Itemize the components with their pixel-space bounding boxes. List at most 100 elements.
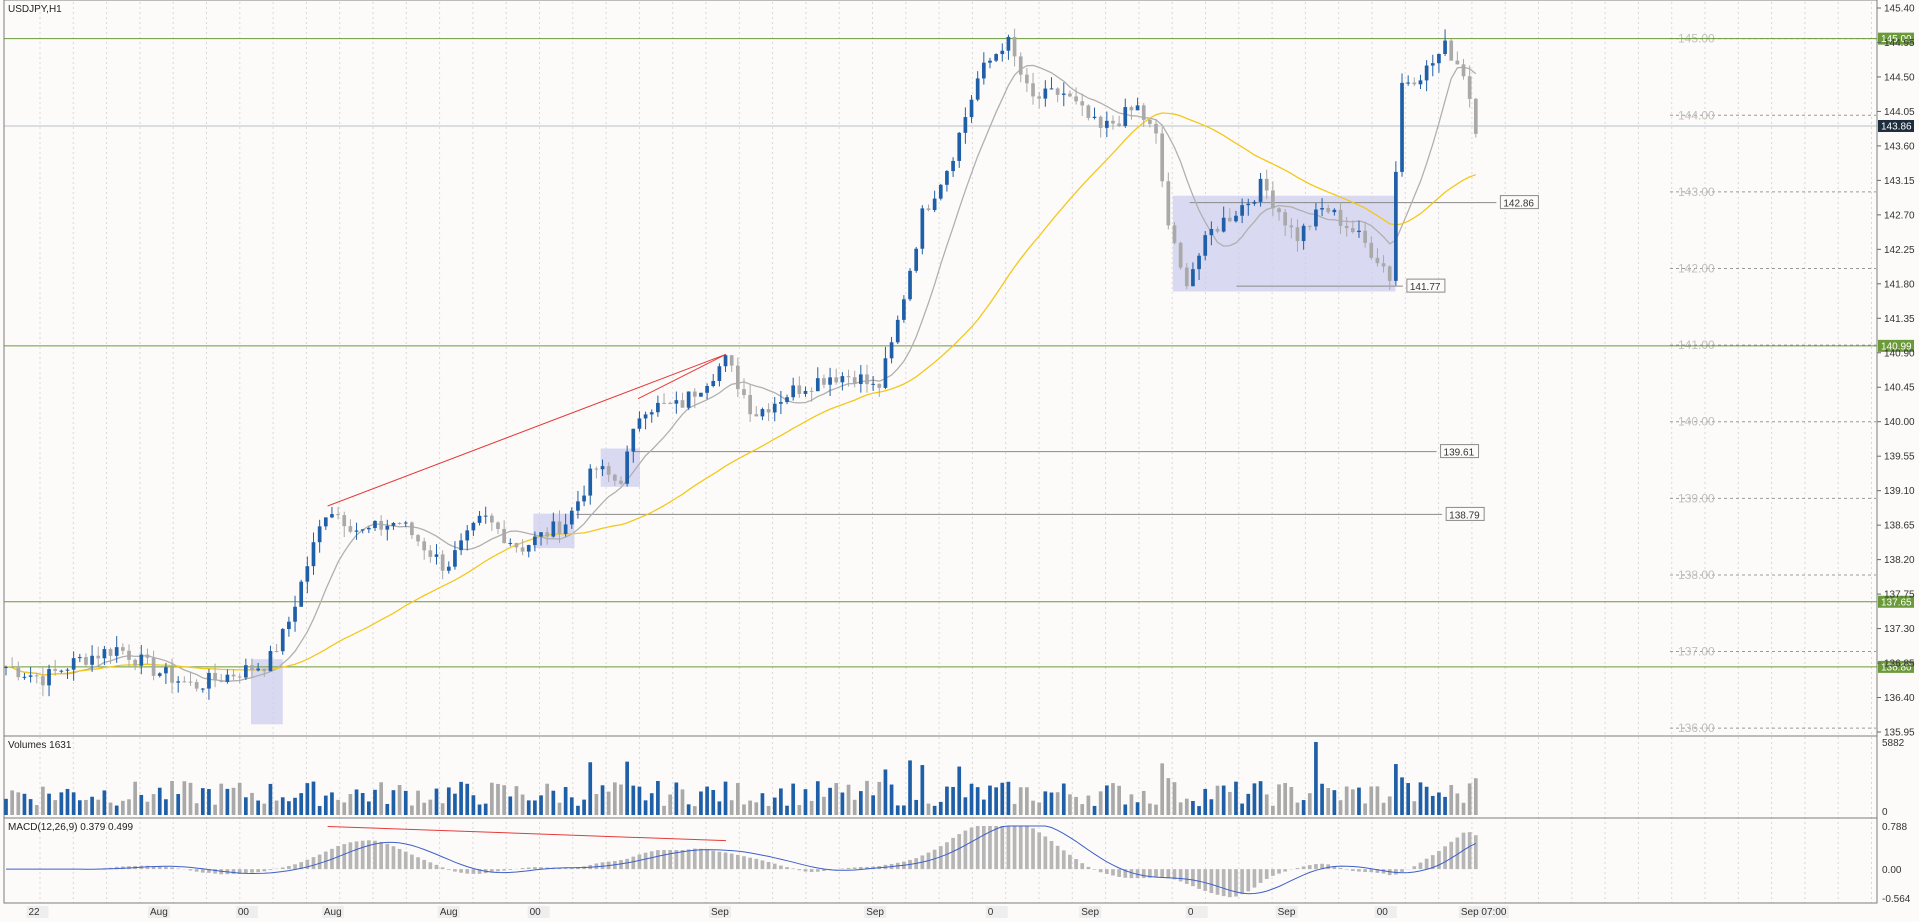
trendlines[interactable] — [327, 353, 727, 507]
macd-bar — [317, 854, 322, 870]
macd-bar — [366, 840, 371, 870]
candle-body — [852, 377, 857, 385]
volume-bar — [526, 800, 531, 815]
candle-body — [1025, 74, 1029, 84]
candle-body — [717, 366, 722, 381]
time-axis-label: 00 — [1377, 907, 1389, 918]
macd-bar — [1123, 869, 1128, 878]
candle-body — [219, 680, 224, 682]
volume-bar — [1098, 791, 1103, 815]
volume-bar — [858, 791, 863, 815]
volume-bar — [1184, 798, 1189, 815]
highlight-zone — [1172, 195, 1396, 292]
macd-bar — [662, 850, 666, 870]
candle-body — [723, 355, 728, 367]
volume-bar — [1320, 783, 1324, 815]
level-label-box — [1445, 506, 1485, 521]
volume-bar — [988, 785, 992, 815]
volume-bar — [908, 760, 912, 815]
volume-bar — [797, 805, 802, 815]
candle-body — [1148, 119, 1152, 124]
macd-bar — [1049, 840, 1054, 870]
macd-bar — [1184, 869, 1189, 884]
macd-bar — [631, 856, 636, 870]
macd-bar — [649, 851, 654, 870]
candle-body — [139, 654, 144, 666]
candle-body — [1418, 80, 1423, 85]
candle-body — [1227, 217, 1232, 222]
volume-bar — [489, 782, 494, 815]
macd-bar — [391, 846, 396, 870]
macd-bar — [686, 849, 691, 870]
macd-bar — [625, 858, 629, 870]
volume-bar — [680, 789, 685, 815]
candle-body — [508, 542, 513, 544]
macd-bar — [1018, 826, 1023, 870]
candle-body — [1326, 208, 1331, 213]
volume-bar — [760, 793, 765, 815]
volume-bar — [114, 805, 119, 815]
level-price-tag — [1878, 660, 1914, 673]
candle-body — [1049, 88, 1054, 90]
candle-body — [127, 650, 131, 660]
volume-bar — [1461, 802, 1466, 815]
level-lines[interactable]: 142.86 141.77 139.61 138.79 — [576, 195, 1539, 522]
level-price-tag — [1878, 339, 1914, 352]
candle-body — [600, 466, 605, 470]
volume-bar — [576, 805, 580, 815]
candle-body — [649, 412, 654, 415]
volume-bar — [883, 769, 888, 815]
price-tick-label: 136.85 — [1884, 659, 1915, 670]
volume-bar — [502, 785, 506, 815]
candle-body — [403, 522, 408, 524]
macd-bar — [600, 862, 605, 870]
zones[interactable] — [250, 195, 1396, 725]
volume-bar — [434, 788, 439, 815]
volume-bar — [957, 766, 962, 815]
volume-bar — [1215, 785, 1220, 815]
candle-body — [951, 160, 955, 172]
candle-body — [108, 649, 113, 656]
candle-body — [293, 606, 297, 622]
candle-body — [576, 501, 580, 511]
macd-bar — [1467, 832, 1472, 870]
macd-bar — [791, 868, 796, 870]
volume-bar — [1424, 786, 1429, 815]
volume-bar — [674, 782, 679, 815]
volume-bar — [164, 799, 168, 815]
candle-body — [545, 532, 550, 537]
candle-body — [96, 655, 101, 659]
macd-bar — [1264, 869, 1269, 879]
candle-body — [834, 377, 839, 383]
candle-body — [453, 550, 457, 567]
macd-bar — [311, 857, 316, 870]
volume-bar — [699, 791, 703, 815]
candle-body — [102, 649, 107, 659]
candle-body — [34, 675, 39, 677]
macd-bar — [200, 869, 205, 873]
macd-bar — [822, 869, 826, 872]
macd-bar — [1086, 866, 1091, 870]
macd-bar — [1221, 869, 1226, 897]
volume-bar — [1437, 792, 1441, 815]
candle-body — [1461, 64, 1466, 77]
volume-bar — [77, 800, 82, 815]
symbol-title: USDJPY,H1 — [8, 4, 62, 15]
candle-body — [182, 681, 187, 683]
volume-bar — [625, 761, 629, 815]
macd-bar — [410, 854, 414, 870]
macd-bar — [520, 868, 525, 870]
level-price-label: 145.00 — [1881, 34, 1912, 45]
macd-bar — [207, 869, 211, 873]
volume-bar — [1092, 805, 1097, 815]
volume-bar — [311, 781, 316, 815]
volume-bar — [1221, 785, 1226, 815]
price-tick-label: 139.55 — [1884, 452, 1915, 463]
horizontal-levels[interactable]: 145.00 140.99 137.65 136.80 143.86 — [4, 32, 1914, 674]
volume-bar — [1338, 800, 1343, 815]
volume-bar — [274, 800, 279, 815]
macd-bar — [502, 869, 506, 871]
volume-bar — [440, 803, 445, 815]
